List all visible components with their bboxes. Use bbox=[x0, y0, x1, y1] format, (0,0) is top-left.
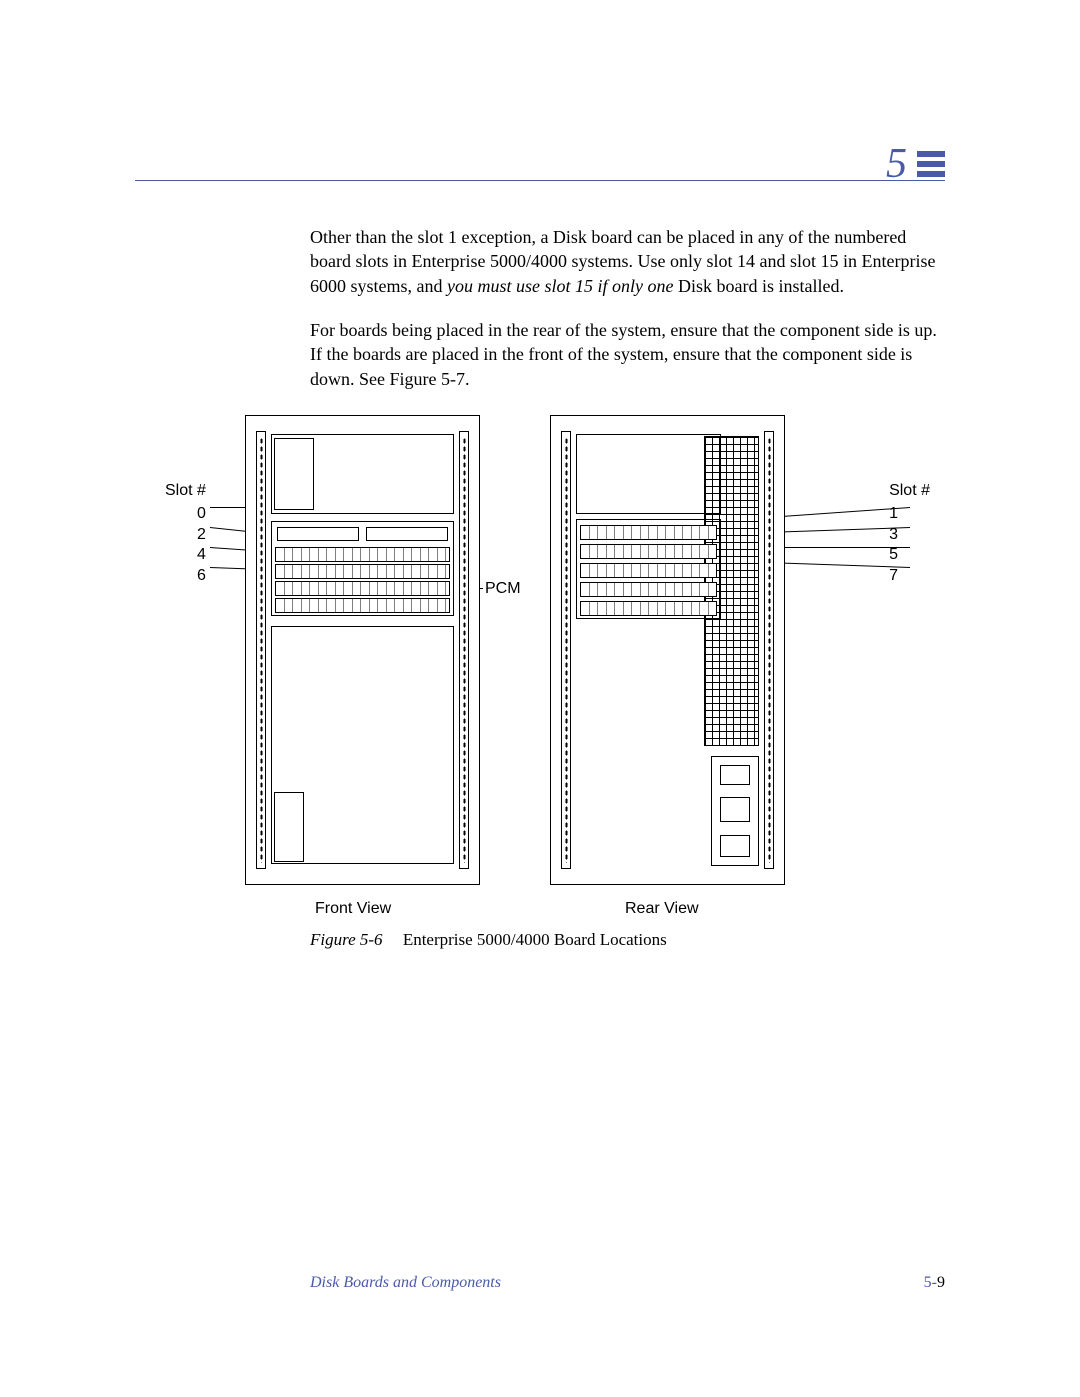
footer-title: Disk Boards and Components bbox=[310, 1274, 501, 1292]
pcm-module bbox=[274, 792, 304, 862]
board-slot bbox=[275, 547, 450, 562]
slot-header-right: Slot # bbox=[889, 481, 930, 502]
board-slot bbox=[275, 581, 450, 596]
p1-text-em: you must use slot 15 if only one bbox=[447, 276, 673, 296]
slot-labels-left: Slot # 0 2 4 6 bbox=[165, 481, 206, 587]
p1-text-b: Disk board is installed. bbox=[673, 276, 843, 296]
rear-chassis bbox=[550, 415, 785, 885]
page-chapter: 5- bbox=[924, 1274, 937, 1291]
front-chassis bbox=[245, 415, 480, 885]
switch bbox=[720, 765, 750, 785]
figure-caption: Figure 5-6 Enterprise 5000/4000 Board Lo… bbox=[310, 930, 667, 950]
board-slot bbox=[275, 564, 450, 579]
rack-rail bbox=[256, 431, 266, 869]
tape-bay bbox=[274, 438, 314, 510]
body-paragraph-2: For boards being placed in the rear of t… bbox=[310, 318, 945, 391]
slot-num-2: 2 bbox=[165, 525, 206, 546]
slot-num-0: 0 bbox=[165, 504, 206, 525]
body-paragraph-1: Other than the slot 1 exception, a Disk … bbox=[310, 225, 945, 298]
figure-number: Figure 5-6 bbox=[310, 930, 383, 949]
front-view-label: Front View bbox=[315, 900, 391, 918]
rear-top-panel bbox=[576, 434, 721, 514]
page-footer: Disk Boards and Components 5-9 bbox=[310, 1274, 945, 1292]
figure-5-6: Slot # 0 2 4 6 Slot # 1 3 5 7 PCM bbox=[135, 405, 945, 955]
rear-view-label: Rear View bbox=[625, 900, 699, 918]
rack-rail bbox=[459, 431, 469, 869]
slot-num-4: 4 bbox=[165, 545, 206, 566]
slot-labels-right: Slot # 1 3 5 7 bbox=[889, 481, 930, 587]
rack-rail bbox=[764, 431, 774, 869]
slot-num-5: 5 bbox=[889, 545, 930, 566]
board-slot bbox=[580, 525, 717, 540]
connector bbox=[720, 797, 750, 822]
slot-num-7: 7 bbox=[889, 566, 930, 587]
card-cage-front bbox=[271, 521, 454, 616]
hamburger-icon bbox=[917, 151, 945, 177]
board-slot bbox=[275, 598, 450, 613]
board-slot bbox=[580, 544, 717, 559]
page-number: 9 bbox=[937, 1274, 945, 1291]
slot-row bbox=[277, 527, 448, 541]
slot-header-left: Slot # bbox=[165, 481, 206, 502]
rack-rail bbox=[561, 431, 571, 869]
pcm-label: PCM bbox=[485, 580, 521, 598]
header-rule bbox=[135, 180, 945, 181]
board-slot bbox=[580, 582, 717, 597]
power-inlet bbox=[711, 756, 759, 866]
board-slot bbox=[580, 601, 717, 616]
board-slot bbox=[580, 563, 717, 578]
figure-caption-text: Enterprise 5000/4000 Board Locations bbox=[403, 930, 667, 949]
inlet bbox=[720, 835, 750, 857]
card-cage-rear bbox=[576, 519, 721, 619]
footer-page: 5-9 bbox=[924, 1274, 945, 1292]
slot-num-6: 6 bbox=[165, 566, 206, 587]
